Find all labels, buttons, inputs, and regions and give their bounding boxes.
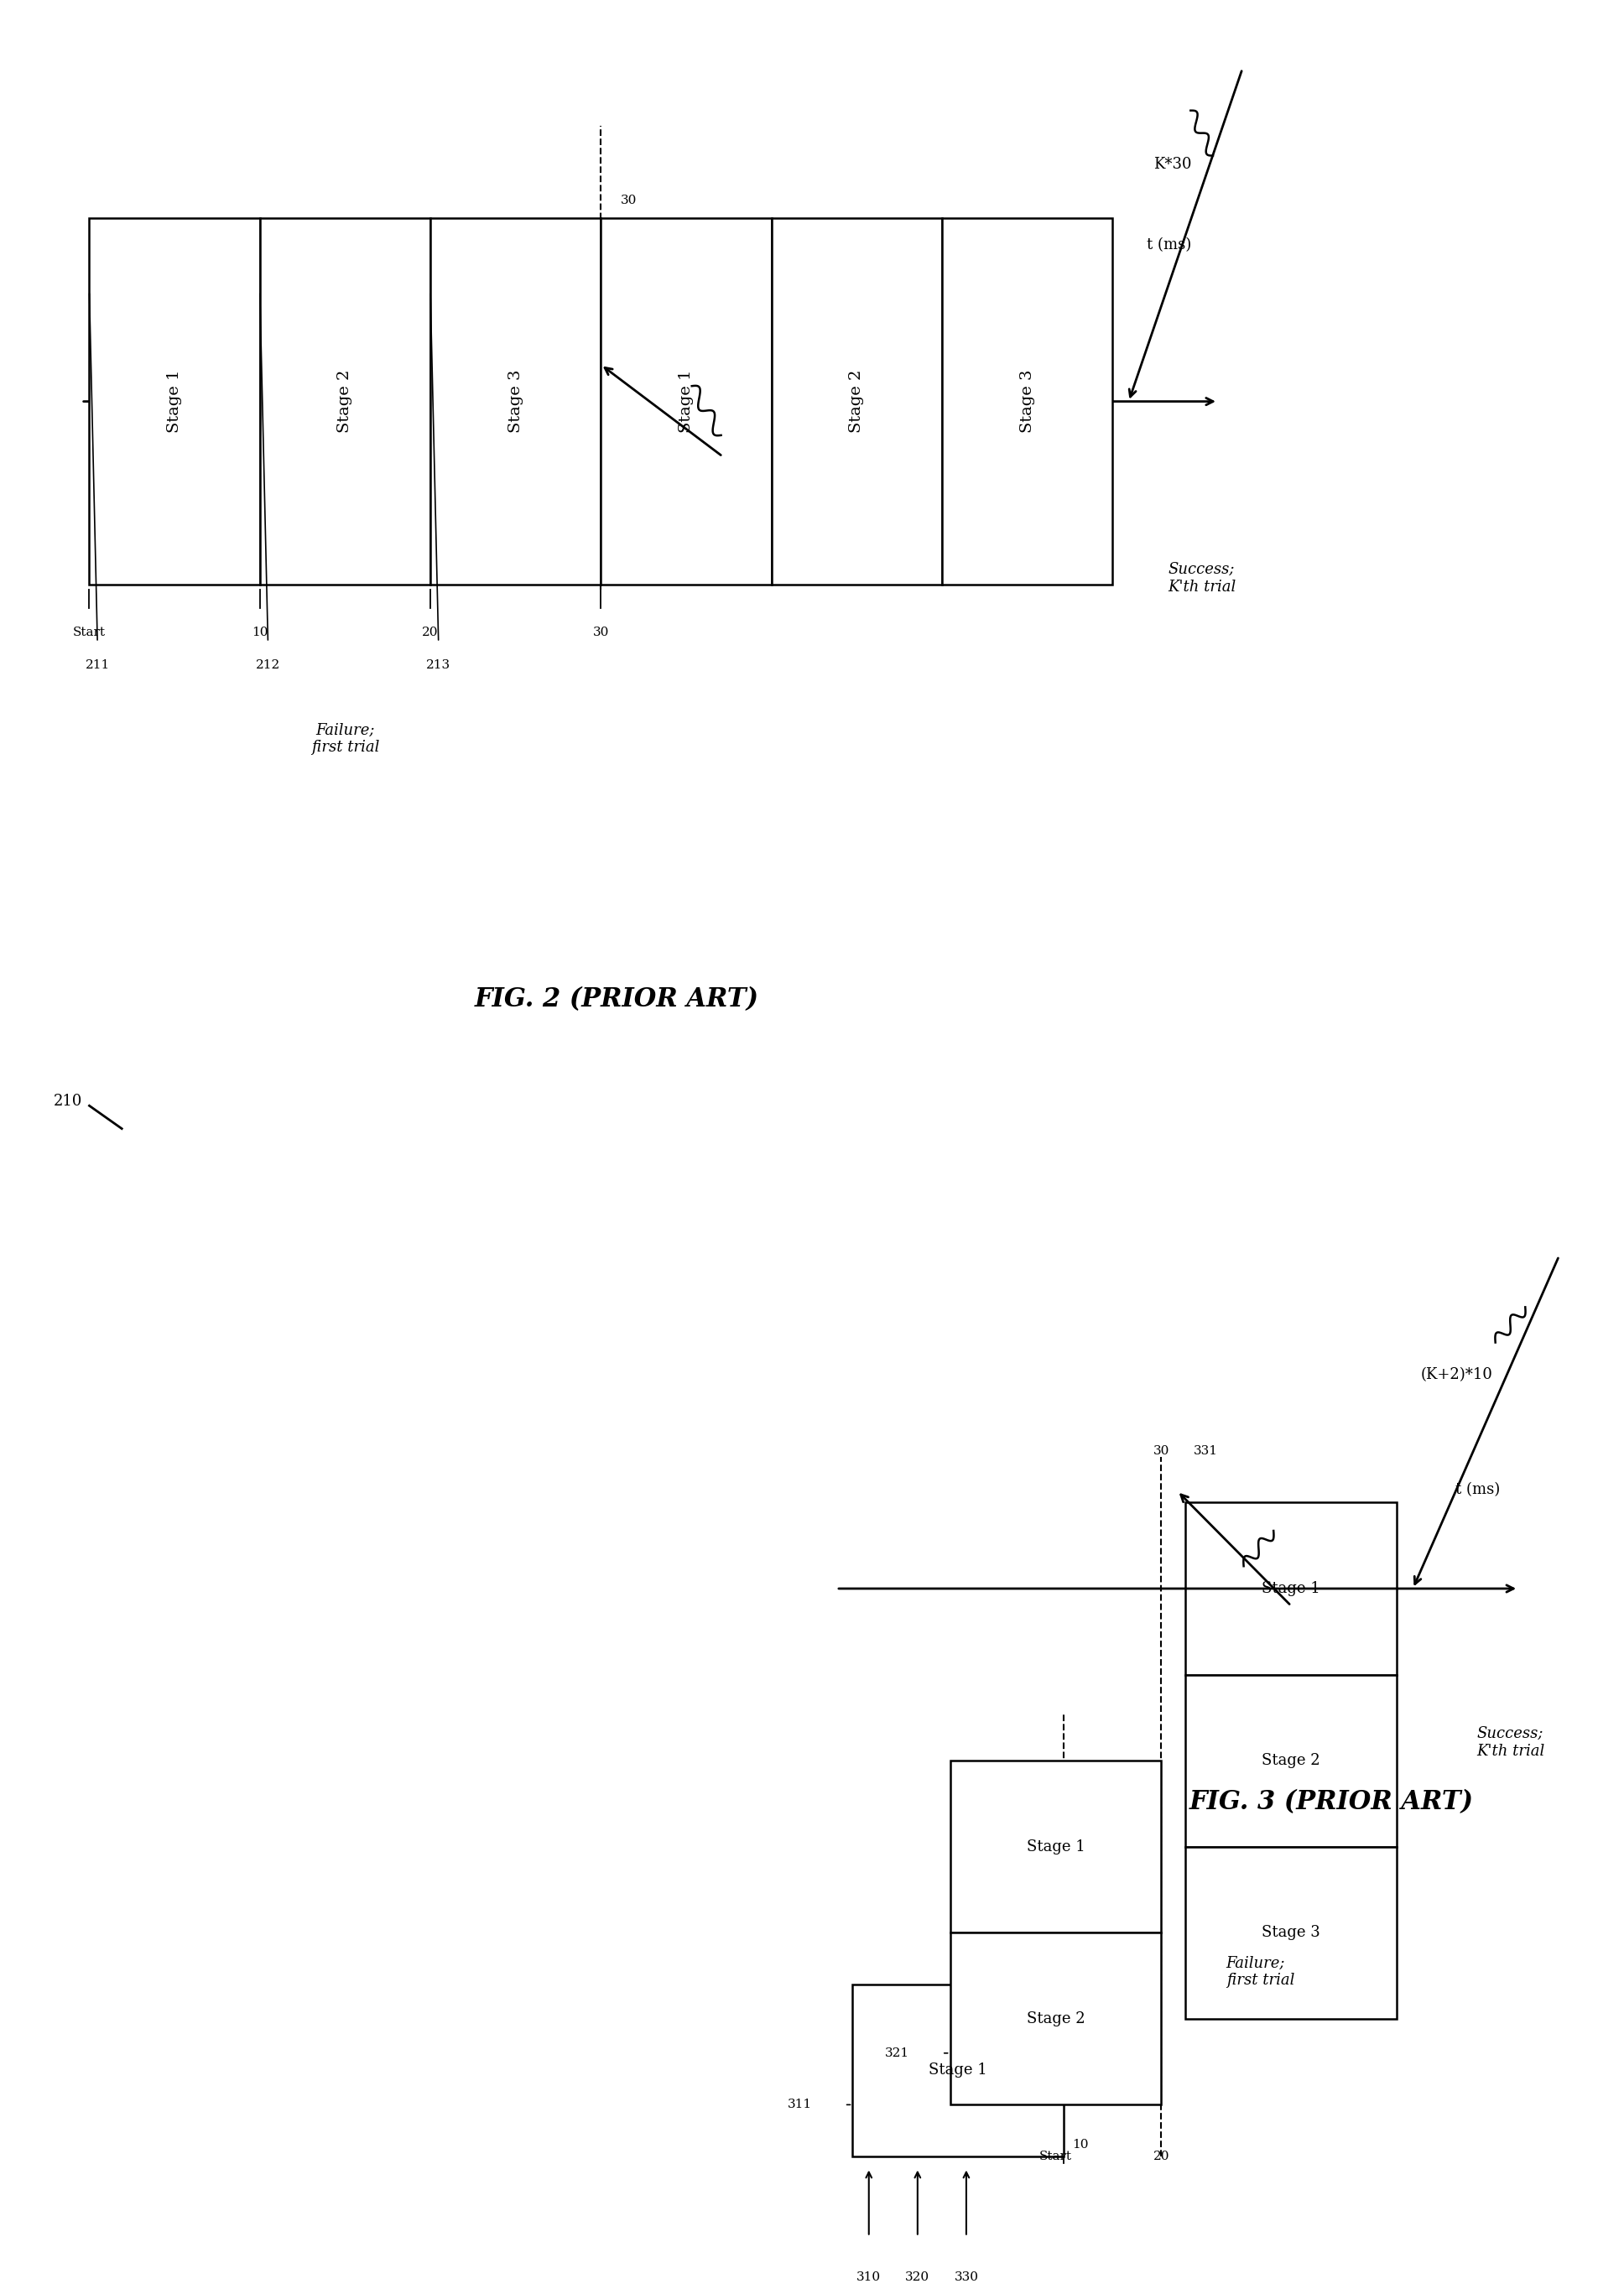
Text: Stage 2: Stage 2 — [1026, 2012, 1085, 2026]
Text: Success;
K'th trial: Success; K'th trial — [1168, 562, 1236, 594]
Text: Success;
K'th trial: Success; K'th trial — [1476, 1727, 1544, 1759]
Text: Failure;
first trial: Failure; first trial — [310, 723, 380, 755]
Bar — [942, 218, 1112, 585]
Text: 330: 330 — [955, 2271, 978, 2283]
Text: K*30: K*30 — [1153, 156, 1192, 172]
Bar — [950, 1932, 1161, 2106]
Text: Stage 3: Stage 3 — [1020, 369, 1034, 434]
Text: 30: 30 — [1153, 1445, 1169, 1457]
Text: Stage 2: Stage 2 — [849, 369, 864, 434]
Text: 321: 321 — [885, 2046, 909, 2060]
Text: Stage 2: Stage 2 — [1262, 1753, 1320, 1769]
Bar — [1186, 1503, 1397, 1675]
Bar — [1186, 1847, 1397, 2019]
Text: 311: 311 — [788, 2099, 812, 2110]
Text: 10: 10 — [252, 626, 268, 638]
Text: 30: 30 — [593, 626, 609, 638]
Text: 20: 20 — [1153, 2152, 1169, 2163]
Text: Stage 1: Stage 1 — [929, 2062, 987, 2078]
Text: Stage 1: Stage 1 — [167, 369, 182, 434]
Text: FIG. 2 (PRIOR ART): FIG. 2 (PRIOR ART) — [474, 986, 760, 1012]
Text: FIG. 3 (PRIOR ART): FIG. 3 (PRIOR ART) — [1189, 1789, 1475, 1815]
Text: (K+2)*10: (K+2)*10 — [1421, 1367, 1492, 1381]
Text: 213: 213 — [425, 658, 451, 672]
Bar — [1186, 1675, 1397, 1847]
Text: 320: 320 — [905, 2271, 931, 2283]
Text: Stage 3: Stage 3 — [508, 369, 523, 434]
Text: 210: 210 — [54, 1094, 83, 1108]
Text: 30: 30 — [620, 195, 637, 206]
Text: t (ms): t (ms) — [1147, 236, 1192, 252]
Text: t (ms): t (ms) — [1455, 1482, 1501, 1498]
Text: Start: Start — [73, 626, 106, 638]
Bar — [771, 218, 942, 585]
Text: 331: 331 — [1194, 1445, 1218, 1457]
Text: 20: 20 — [422, 626, 438, 638]
Text: 211: 211 — [84, 658, 110, 672]
Bar — [950, 1762, 1161, 1932]
Text: Stage 3: Stage 3 — [1262, 1925, 1320, 1941]
Bar — [89, 218, 260, 585]
Bar — [853, 1984, 1064, 2156]
Text: 212: 212 — [255, 658, 281, 672]
Text: 10: 10 — [1072, 2138, 1088, 2152]
Bar — [260, 218, 430, 585]
Text: Stage 1: Stage 1 — [1026, 1840, 1085, 1854]
Text: Failure;
first trial: Failure; first trial — [1226, 1954, 1294, 1989]
Bar — [601, 218, 771, 585]
Text: Start: Start — [1039, 2152, 1072, 2163]
Text: 310: 310 — [856, 2271, 882, 2283]
Text: Stage 2: Stage 2 — [338, 369, 352, 434]
Bar — [430, 218, 601, 585]
Text: Stage 1: Stage 1 — [679, 369, 693, 434]
Text: Stage 1: Stage 1 — [1262, 1581, 1320, 1597]
